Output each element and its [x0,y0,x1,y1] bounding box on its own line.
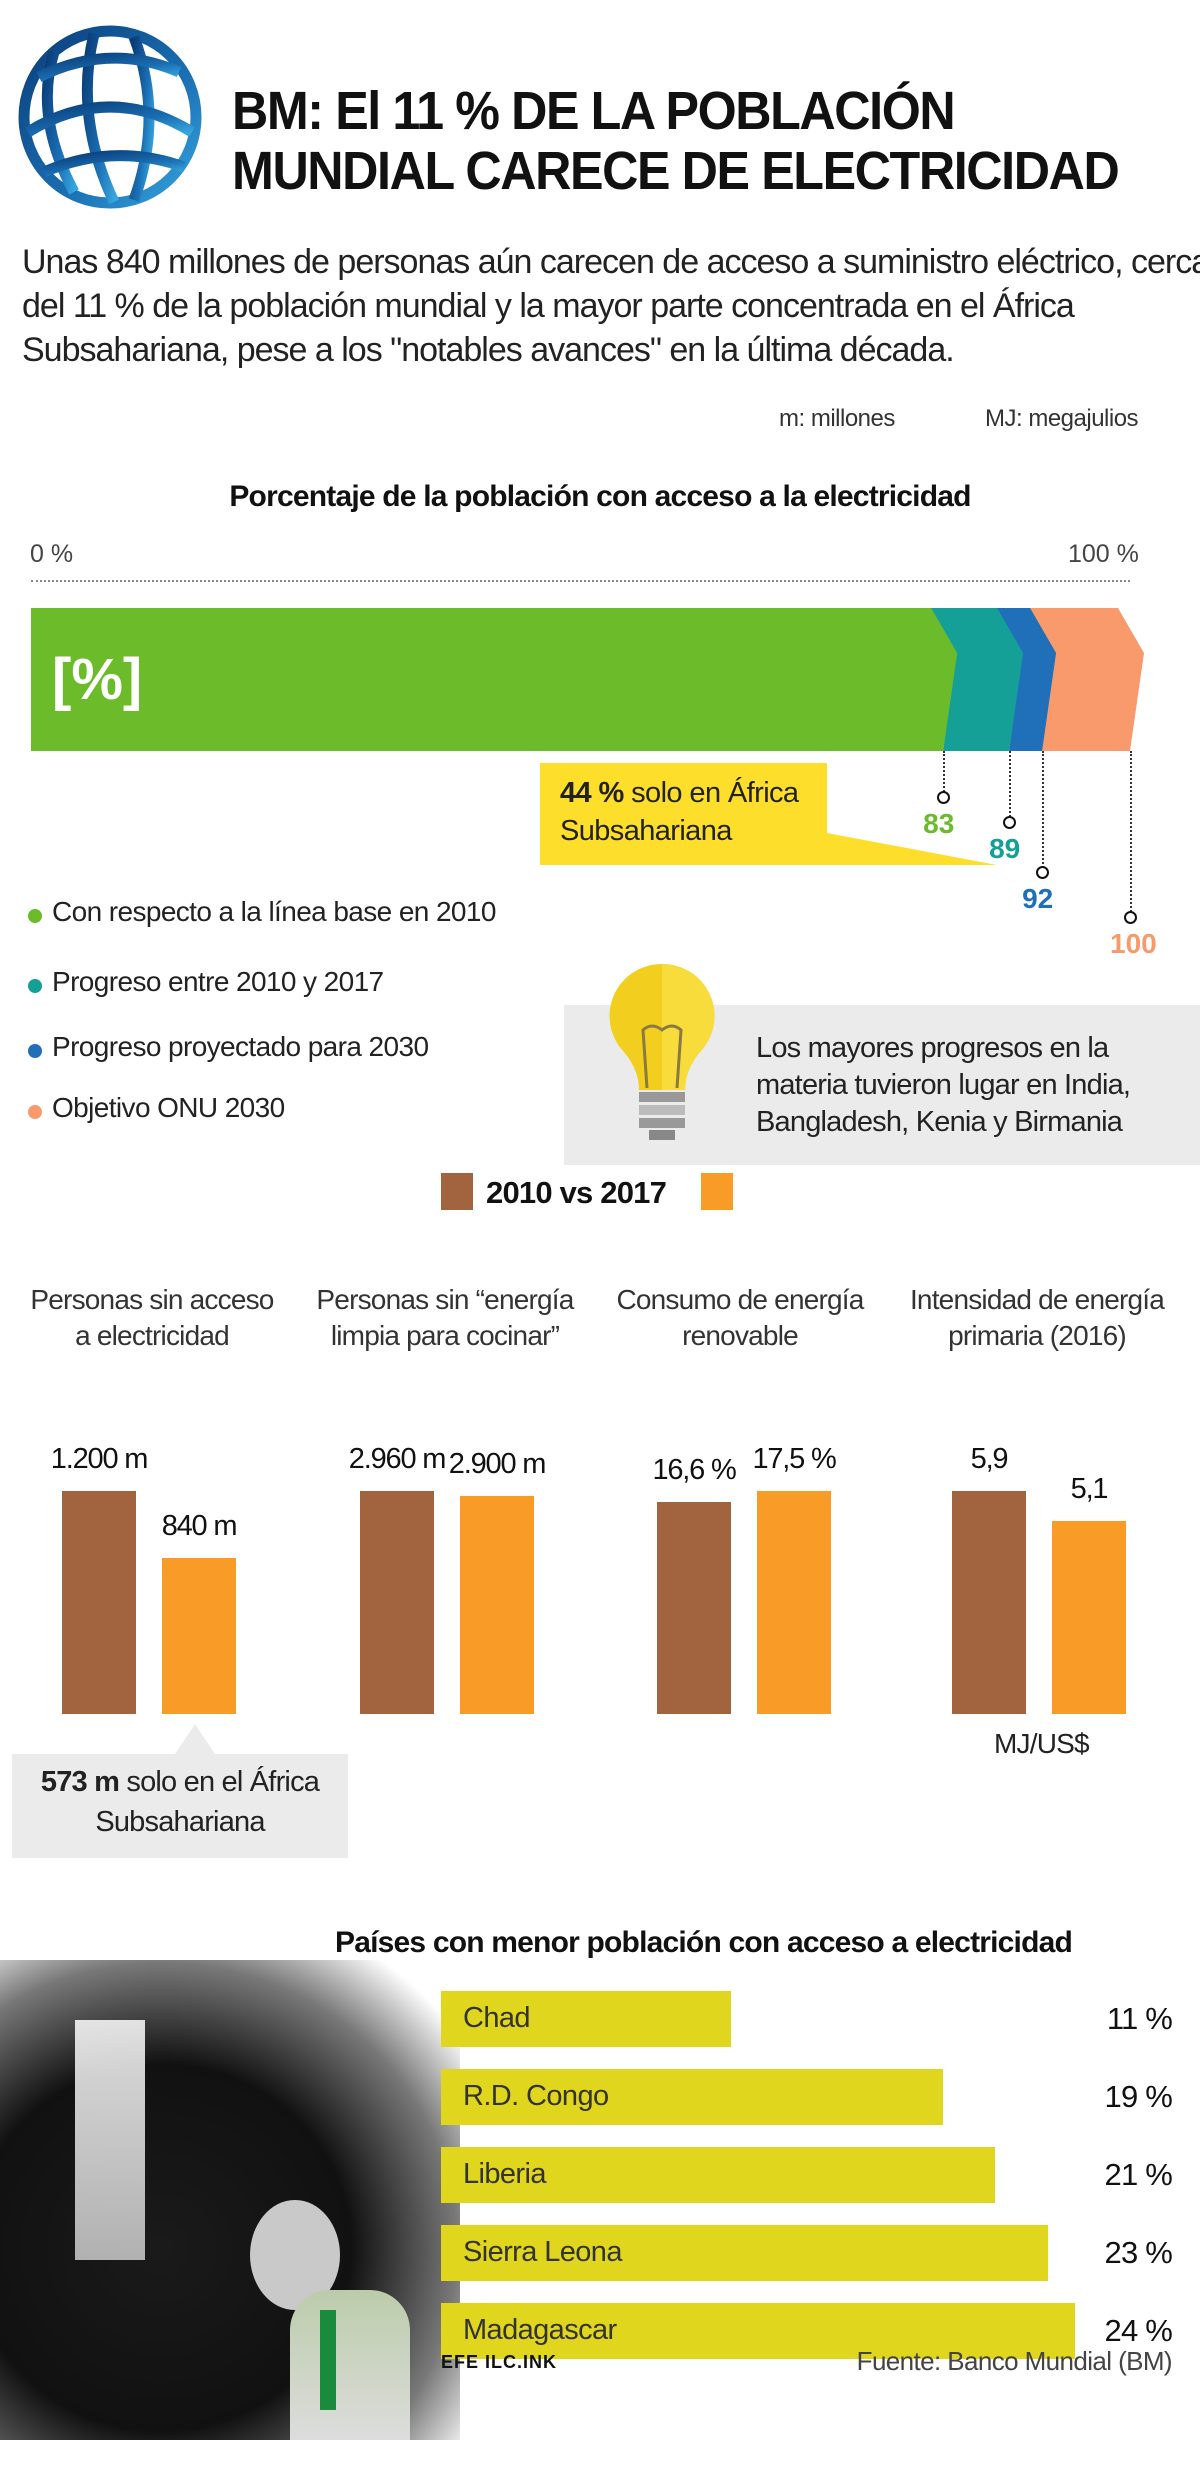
segment-1 [913,608,1024,751]
legend-dot [28,979,42,993]
country-bar: Sierra Leona [441,2225,1049,2281]
bar-2010 [360,1491,434,1714]
legend-dot [28,909,42,923]
country-percent: 19 % [1104,2079,1173,2114]
legend-item: Progreso entre 2010 y 2017 [28,966,384,998]
legend-swatch-2010 [441,1173,473,1210]
countries-chart-title: Países con menor población con acceso a … [335,1926,1073,1959]
legend-label: Progreso entre 2010 y 2017 [52,966,384,997]
axis-dashed-line [31,580,1130,582]
country-name: Madagascar [463,2314,617,2346]
group-title: Intensidad de energía primaria (2016) [909,1284,1165,1351]
axis-max-label: 100 % [1068,540,1139,568]
subsaharan-callout: 573 m solo en el África Subsahariana [12,1762,348,1842]
legend-dot [28,1044,42,1058]
bar-value-label: 16,6 % [652,1454,736,1487]
country-bar: Liberia [441,2147,996,2203]
bar-value-label: 2.960 m [348,1443,447,1475]
bar-value-label: 2.900 m [448,1447,547,1480]
legend-item: Objetivo ONU 2030 [28,1092,285,1124]
woman-cooking-photo [0,1960,460,2440]
country-percent: 24 % [1104,2313,1173,2348]
country-bar: R.D. Congo [441,2069,943,2125]
marker-dot [1124,911,1137,924]
marker-dot [937,791,951,804]
country-name: Liberia [463,2158,546,2190]
marker-label-89: 89 [989,833,1021,864]
marker-label-100: 100 [1110,928,1157,959]
bar-value-label: 1.200 m [50,1443,149,1475]
country-name: Sierra Leona [463,2236,622,2268]
group-title: Personas sin acceso a electricidad [30,1284,274,1351]
legend-label: Con respecto a la línea base en 2010 [52,896,496,927]
callout-value: 44 % [560,777,624,809]
headline-line-2: MUNDIAL CARECE DE ELECTRICIDAD [232,141,1120,201]
axis-min-label: 0 % [30,540,74,568]
marker-line [1130,751,1132,916]
country-percent: 21 % [1104,2157,1173,2192]
callout2-value: 573 m [40,1766,120,1798]
bar-2017 [162,1557,236,1714]
bar-2010 [657,1502,731,1714]
country-percent: 23 % [1104,2235,1173,2270]
group-title: Personas sin “energía limpia para cocina… [316,1284,574,1351]
segment-2 [979,608,1057,751]
comparison-legend-title: 2010 vs 2017 [486,1175,667,1210]
bar-2010 [62,1491,136,1714]
africa-callout: 44 % solo en África Subsahariana [560,774,830,850]
country-bar: Madagascar [441,2303,1075,2359]
bar-2017 [1052,1521,1126,1714]
legend-label: Objetivo ONU 2030 [52,1092,285,1123]
progress-note: Los mayores progresos en la materia tuvi… [756,1032,1131,1138]
callout-text: solo en África Subsahariana [560,777,799,847]
bar-value-label: 5,1 [1070,1473,1109,1506]
country-bar: Chad [441,1991,732,2047]
marker-line [943,751,946,796]
unit-label-mj-usd: MJ/US$ [994,1728,1090,1759]
legend-dot [28,1105,42,1119]
callout2-text: solo en el África Subsahariana [95,1766,320,1838]
percent-bar-label: [%] [52,647,143,712]
bar-2017 [757,1491,831,1714]
marker-label-92: 92 [1022,883,1054,914]
marker-dot [1036,866,1050,879]
group-title: Consumo de energía renovable [616,1284,864,1351]
legend-item: Progreso proyectado para 2030 [28,1031,429,1063]
country-name: R.D. Congo [463,2080,609,2112]
source-note: Fuente: Banco Mundial (BM) [856,2346,1173,2376]
world-bank-globe-logo [18,25,202,209]
marker-dot [1003,816,1017,829]
unit-note-millions: m: millones [779,405,895,432]
bar-value-label: 17,5 % [752,1443,836,1475]
marker-line [1042,751,1045,871]
efe-logo: EFE ILC.INK [441,2352,558,2372]
country-percent: 11 % [1106,2001,1173,2036]
bar-value-label: 5,9 [970,1443,1009,1475]
subsaharan-callout-shape [12,1724,348,1858]
segment-0 [31,608,958,751]
legend-swatch-2017 [701,1173,733,1210]
segment-3 [1012,608,1144,751]
marker-line [1009,751,1012,821]
unit-note-megajoules: MJ: megajulios [985,405,1139,432]
legend-item: Con respecto a la línea base en 2010 [28,896,496,928]
lightbulb-icon [609,963,715,1140]
bar-2017 [460,1495,534,1714]
country-name: Chad [463,2002,531,2034]
africa-callout-shape [540,763,997,865]
headline-line-1: BM: El 11 % DE LA POBLACIÓN [232,81,956,141]
bar-value-label: 840 m [161,1509,238,1542]
marker-label-83: 83 [923,808,955,839]
access-chart-title: Porcentaje de la población con acceso a … [229,480,971,513]
legend-label: Progreso proyectado para 2030 [52,1031,429,1062]
intro-paragraph: Unas 840 millones de personas aún carece… [22,243,1200,369]
bar-2010 [952,1491,1026,1714]
